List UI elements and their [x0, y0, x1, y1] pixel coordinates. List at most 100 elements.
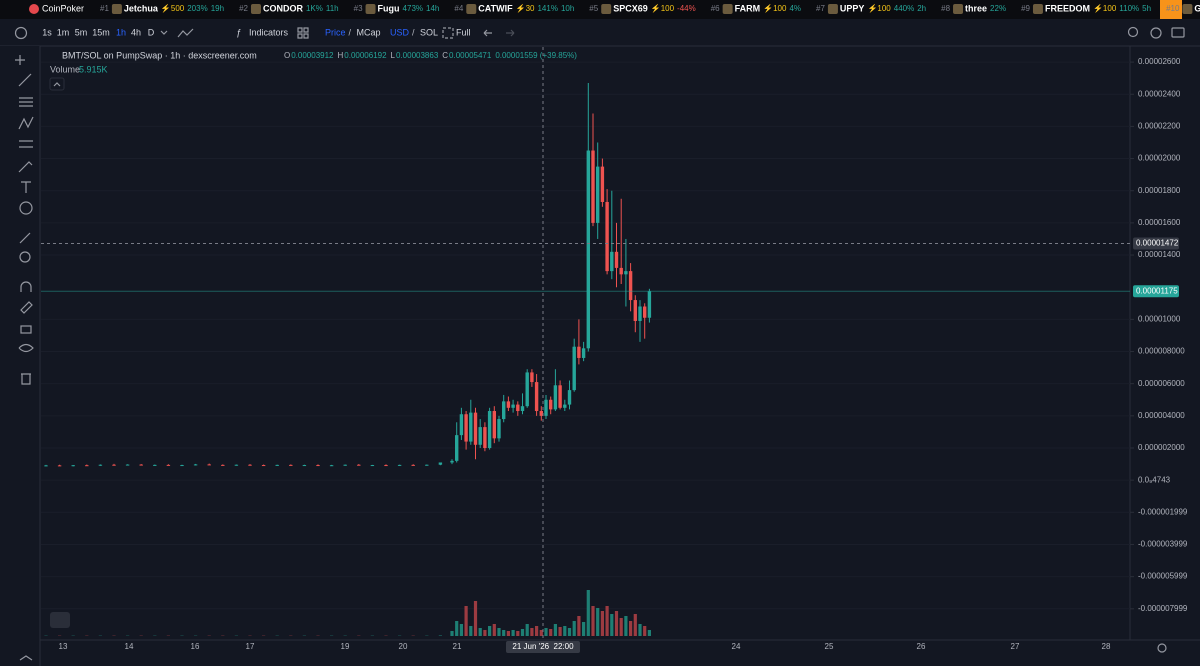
y-tick-label: 0.00002400: [1138, 89, 1181, 98]
ticker-boost: ⚡100: [867, 3, 891, 13]
ticker-name[interactable]: FREEDOM: [1045, 3, 1090, 13]
chart-type[interactable]: [177, 28, 194, 38]
interval[interactable]: 1h: [116, 27, 126, 37]
brush-tool[interactable]: [18, 161, 33, 173]
token-icon: [722, 4, 733, 14]
x-tick-label: 17: [246, 642, 255, 651]
interval[interactable]: 1m: [57, 27, 70, 37]
candle-body: [139, 464, 143, 466]
trend-tool[interactable]: [18, 73, 32, 87]
candle-body: [302, 465, 307, 467]
ticker-name[interactable]: three: [965, 3, 987, 13]
candle-body: [289, 464, 293, 466]
indicators[interactable]: Indicators: [249, 27, 289, 37]
ticker-name[interactable]: UPPY: [840, 3, 865, 13]
drawing-tools: [15, 55, 34, 385]
lock-tool[interactable]: [20, 325, 32, 334]
pattern-tool[interactable]: [18, 116, 34, 130]
snapshot[interactable]: [1171, 27, 1185, 38]
emoji-tool[interactable]: [19, 201, 33, 215]
ticker-name[interactable]: Jetchua: [124, 3, 159, 13]
candle-body: [125, 464, 130, 466]
ticker-rank: #6: [711, 4, 720, 13]
interval[interactable]: 15m: [92, 27, 110, 37]
candle-body: [261, 465, 266, 467]
ticker-name[interactable]: FARM: [735, 3, 761, 13]
interval[interactable]: 1s: [42, 27, 52, 37]
delete-tool[interactable]: [21, 373, 31, 385]
mcap-toggle[interactable]: MCap: [357, 27, 381, 37]
fib-tool[interactable]: [19, 97, 33, 107]
magnet-tool[interactable]: [20, 281, 32, 292]
ticker-name[interactable]: Fugu: [378, 3, 400, 13]
candle-body: [411, 464, 415, 466]
x-tick-label: 19: [341, 642, 350, 651]
ticker-rank: #10: [1166, 4, 1180, 13]
lock-draw-tool[interactable]: [20, 301, 33, 314]
candle-body: [397, 464, 402, 466]
y-tick-label: 0.00001600: [1138, 218, 1181, 227]
candle-body: [478, 427, 482, 445]
full-toggle[interactable]: Full: [456, 27, 471, 37]
ohlc-key: H: [338, 51, 344, 60]
interval-menu[interactable]: [160, 30, 168, 35]
ticker-rank: #7: [816, 4, 825, 13]
add-symbol[interactable]: [14, 26, 28, 40]
y-tick-label: -0.000003999: [1138, 540, 1188, 549]
layouts[interactable]: [297, 27, 309, 39]
bottom-toggle[interactable]: [19, 655, 33, 661]
interval[interactable]: 5m: [75, 27, 88, 37]
usd-toggle[interactable]: USD: [390, 27, 410, 37]
candle-body: [506, 401, 511, 408]
candle-body: [85, 465, 89, 467]
hide-tool[interactable]: [18, 343, 34, 353]
interval[interactable]: 4h: [131, 27, 141, 37]
candle-body: [558, 385, 562, 408]
collapse-legend[interactable]: [49, 77, 65, 91]
brand[interactable]: CoinPoker: [42, 3, 84, 13]
y-tick-label: 0.00001000: [1138, 314, 1181, 323]
ticker-name[interactable]: SPCX69: [613, 3, 648, 13]
forecast-tool[interactable]: [19, 140, 33, 148]
crosshair-tool[interactable]: [15, 55, 25, 65]
volume-bar: [502, 630, 506, 636]
volume-bar: [596, 608, 600, 636]
ticker-name[interactable]: CATWIF: [478, 3, 513, 13]
redo[interactable]: [506, 29, 515, 37]
ticker-name[interactable]: CONDOR: [263, 3, 303, 13]
zoom-tool[interactable]: [19, 251, 31, 263]
candle-body: [596, 166, 600, 223]
ticker-rank: #1: [100, 4, 109, 13]
ticker-name[interactable]: GTAVI: [1194, 3, 1200, 13]
candle-body: [586, 150, 590, 349]
volume-bar: [535, 626, 539, 636]
y-tick-label: 0.000002000: [1138, 443, 1185, 452]
ruler-tool[interactable]: [19, 232, 31, 244]
interval[interactable]: D: [148, 27, 155, 37]
ticker-change: 141%: [537, 4, 557, 13]
legend-title: BMT/SOL on PumpSwap · 1h · dexscreener.c…: [62, 50, 257, 60]
full-icon[interactable]: [442, 27, 454, 39]
candle-body: [638, 306, 642, 321]
search[interactable]: [1127, 26, 1139, 38]
tv-logo[interactable]: [50, 612, 70, 628]
price-toggle[interactable]: Price: [325, 27, 346, 37]
text-tool[interactable]: [21, 181, 31, 193]
candle-body: [207, 464, 211, 466]
candle-body: [487, 411, 492, 449]
settings[interactable]: [1150, 27, 1162, 39]
y-tick-label: 0.000006000: [1138, 379, 1185, 388]
volume-bar: [572, 621, 576, 636]
volume-bar: [582, 622, 586, 636]
candle-body: [166, 464, 171, 466]
undo[interactable]: [483, 29, 492, 37]
candle-body: [647, 291, 652, 318]
ticker-age: 19h: [211, 4, 224, 13]
ticker-button[interactable]: [1160, 0, 1182, 19]
axis-settings[interactable]: [1157, 643, 1167, 653]
candle-body: [511, 404, 515, 408]
sol-toggle[interactable]: SOL: [420, 27, 438, 37]
volume-bar: [643, 626, 647, 636]
